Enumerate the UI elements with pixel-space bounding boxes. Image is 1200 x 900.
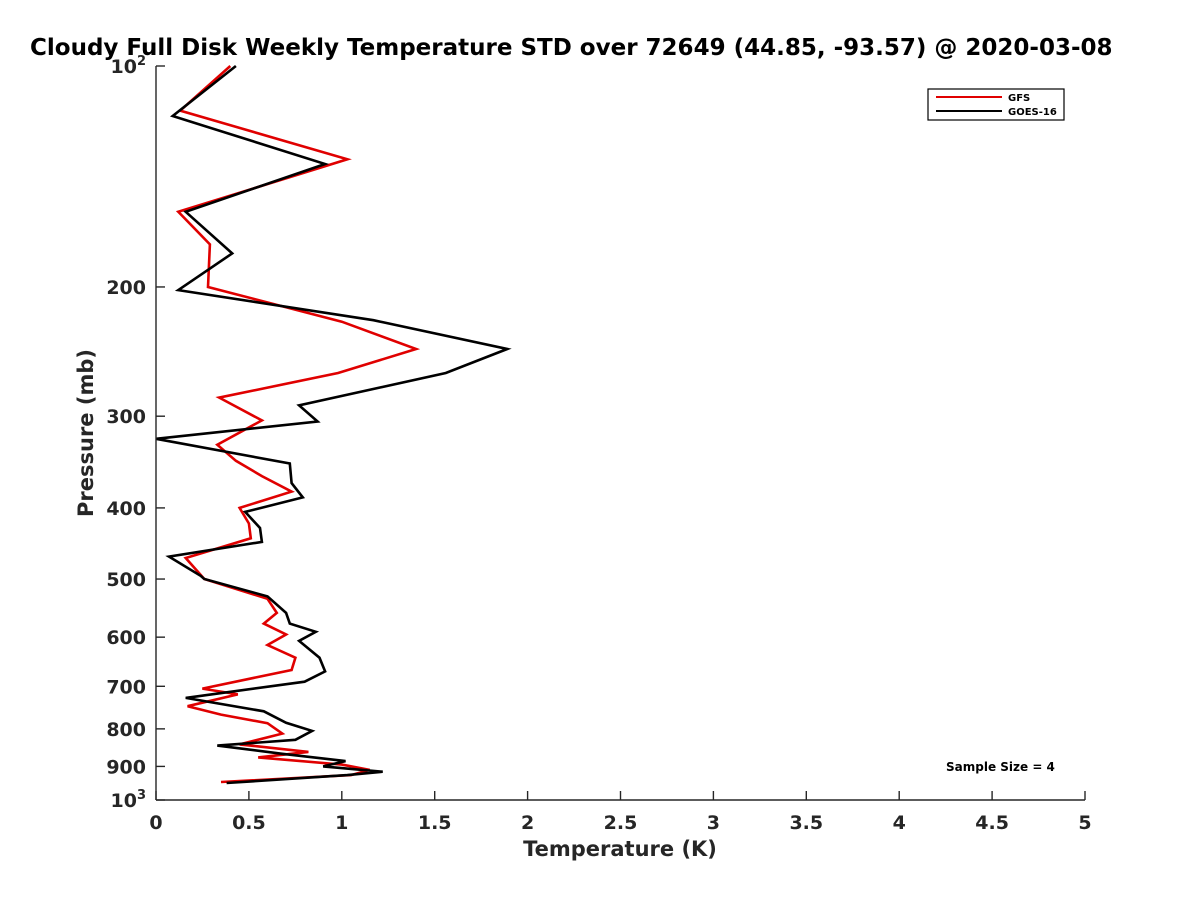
series-line-goes-16	[155, 64, 512, 785]
x-tick-label: 2.5	[604, 812, 638, 834]
y-tick-label: 600	[106, 627, 146, 649]
x-axis-ticks: 0 0.5 1 1.5 2 2.5 3 3.5 4 4.5 5	[149, 791, 1092, 834]
y-tick-label: 900	[106, 756, 146, 778]
x-tick-label: 2	[521, 812, 534, 834]
series-layer	[155, 64, 512, 785]
x-tick-label: 4	[893, 812, 906, 834]
x-tick-label: 4.5	[975, 812, 1009, 834]
x-tick-label: 5	[1078, 812, 1091, 834]
x-tick-label: 0.5	[232, 812, 266, 834]
legend-label-goes-16: GOES-16	[1008, 107, 1057, 118]
x-tick-label: 1.5	[418, 812, 452, 834]
y-axis-ticks: 102 200 300 400 500 600 700 800 900 103	[106, 54, 165, 812]
x-axis-title: Temperature (K)	[523, 837, 717, 861]
legend: GFS GOES-16	[927, 88, 1065, 121]
y-tick-label: 300	[106, 406, 146, 428]
y-tick-label: 500	[106, 569, 146, 591]
y-tick-label: 103	[111, 788, 147, 812]
y-tick-label: 800	[106, 719, 146, 741]
y-tick-label: 102	[111, 54, 147, 78]
legend-box	[927, 88, 1065, 121]
x-tick-label: 3	[707, 812, 720, 834]
x-tick-label: 1	[335, 812, 348, 834]
legend-label-gfs: GFS	[1008, 93, 1030, 104]
x-tick-label: 0	[149, 812, 162, 834]
chart-title: Cloudy Full Disk Weekly Temperature STD …	[30, 35, 1113, 61]
y-tick-label: 200	[106, 277, 146, 299]
y-axis-title: Pressure (mb)	[74, 349, 98, 517]
sample-size-annotation: Sample Size = 4	[946, 760, 1055, 774]
y-tick-label: 400	[106, 498, 146, 520]
y-tick-label: 700	[106, 676, 146, 698]
x-tick-label: 3.5	[789, 812, 823, 834]
